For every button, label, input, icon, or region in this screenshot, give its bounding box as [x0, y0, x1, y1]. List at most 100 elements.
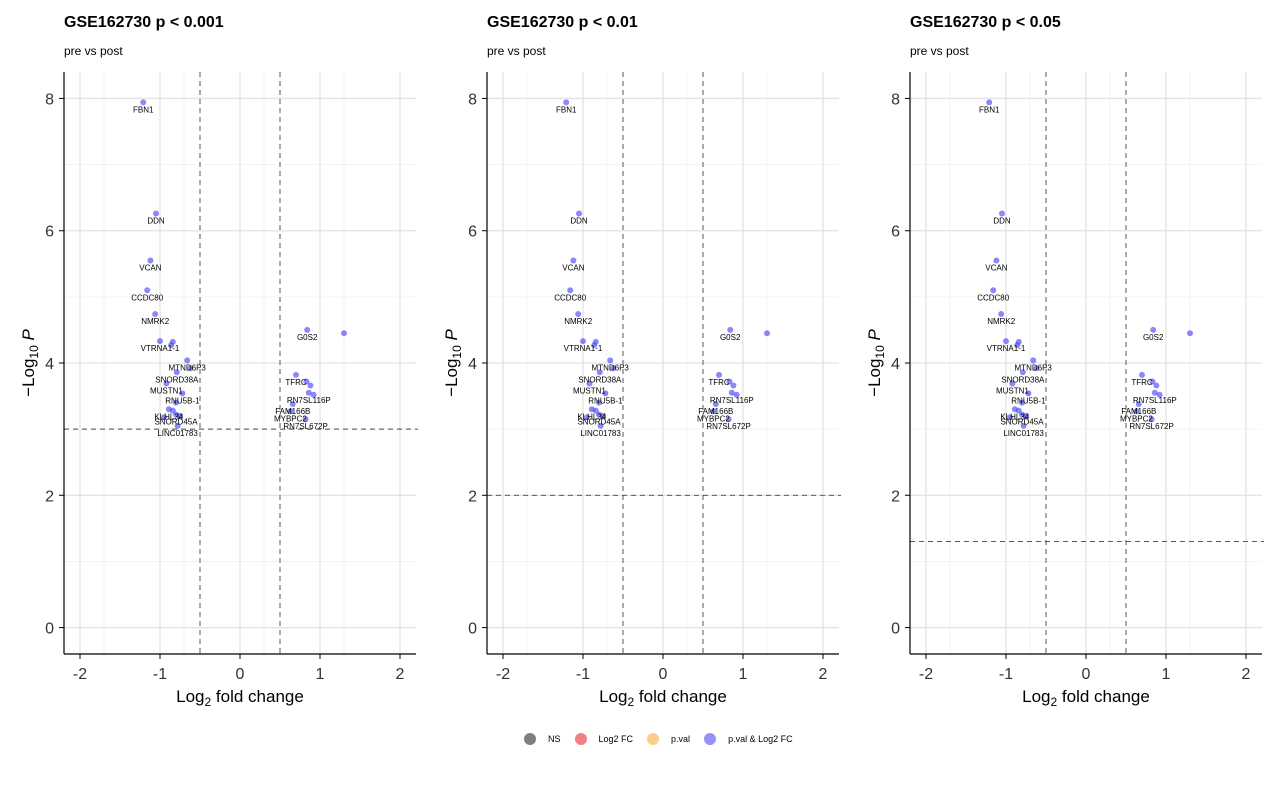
panel-2-data-point [596, 399, 602, 406]
panel-1-gene-label: G0S2 [297, 333, 318, 342]
panel-1-gene-label: CCDC80 [131, 293, 164, 302]
panel-3-gene-label: MTND6P3 [1015, 363, 1053, 372]
panel-3-data-point [999, 210, 1005, 217]
panel-2-data-point [576, 210, 582, 217]
panel-2-gene-label: MUSTN1 [573, 387, 606, 396]
panel-2-gene-label: FAM166B [698, 407, 733, 416]
legend-dot [574, 733, 587, 745]
panel-1-gene-label: VCAN [139, 263, 161, 272]
panel-3-data-point [1153, 382, 1160, 389]
panel-2-gene-label: RN7SL116P [710, 396, 754, 405]
panel-1-gene-label: MTND6P3 [169, 363, 207, 372]
panel-3-x-tick-label: 1 [1162, 666, 1171, 683]
panel-2-gene-label: RN7SL672P [706, 422, 750, 431]
panel-1-data-point [140, 99, 147, 106]
panel-2-title: GSE162730 p < 0.01 [487, 14, 638, 31]
panel-2-data-point [602, 390, 609, 397]
legend-item: p.val & Log2 FC [704, 733, 793, 745]
panel-1-y-tick-label: 2 [45, 488, 54, 505]
panel-1-gene-label: MUSTN1 [150, 387, 183, 396]
panel-2-gene-label: SNORD38A [578, 375, 622, 384]
panel-2-data-point [607, 357, 614, 364]
panel-3-data-point [998, 311, 1005, 318]
panel-1-data-point [152, 311, 159, 318]
panel-1-data-point [161, 414, 167, 421]
panel-2-gene-label: RNU5B-1 [588, 396, 623, 405]
panel-1-data-point [310, 391, 317, 398]
panel-1-data-point [302, 416, 309, 423]
panel-3-x-tick-label: 0 [1082, 666, 1091, 683]
panel-2-y-axis-title: −Log10 P [442, 328, 464, 396]
panel-3-x-axis-title: Log2 fold change [1022, 687, 1150, 709]
panel-1-y-tick-label: 8 [45, 91, 54, 108]
panel-1-data-point [305, 389, 312, 396]
panel-3-subtitle: pre vs post [910, 44, 969, 58]
panel-2-y-tick-label: 6 [468, 224, 477, 241]
panel-1-gene-label: SNORD38A [155, 375, 199, 384]
panel-2-data-point [610, 365, 617, 372]
panel-3-title: GSE162730 p < 0.05 [910, 14, 1061, 31]
panel-1-gene-label: FAM166B [275, 407, 310, 416]
panel-3-data-point [1014, 342, 1021, 349]
panel-2-data-point [710, 408, 717, 415]
panel-3-gene-label: MUSTN1 [996, 387, 1029, 396]
panel-3-gene-label: CCDC80 [977, 293, 1010, 302]
panel-2-data-point [600, 412, 606, 419]
panel-2-x-tick-label: -2 [496, 666, 510, 683]
panel-3-gene-label: RN7SL116P [1133, 396, 1177, 405]
panel-3-gene-label: VCAN [985, 263, 1007, 272]
panel-1-gene-label: TFRC [285, 378, 307, 387]
panel-2-data-point [727, 326, 734, 333]
panel-3-y-tick-label: 6 [891, 224, 900, 241]
panel-1-data-point [289, 401, 296, 408]
panel-2-data-point [712, 401, 719, 408]
panel-3-gene-label: G0S2 [1143, 333, 1164, 342]
panel-3-data-point [1019, 399, 1025, 406]
panel-3-data-point [1023, 412, 1029, 419]
legend-item: p.val [647, 733, 690, 745]
panel-3-x-tick-label: -2 [919, 666, 933, 683]
panel-2-y-tick-label: 8 [468, 91, 477, 108]
panel-2-data-point [764, 330, 770, 337]
panel-1-data-point [173, 369, 180, 376]
panel-1-x-tick-label: -1 [153, 666, 167, 683]
panel-1-x-tick-label: 1 [316, 666, 325, 683]
panel-3-data-point [1025, 390, 1032, 397]
panel-1-data-point [147, 257, 154, 264]
panel-1-data-point [307, 382, 314, 389]
panel-1-data-point [287, 408, 294, 415]
panel-1-gene-label: DDN [147, 217, 165, 226]
panel-1-data-point [153, 210, 159, 217]
panel-1-data-point [173, 399, 179, 406]
panel-2-gene-label: FBN1 [556, 105, 577, 114]
panel-1-gene-label: RNU5B-1 [165, 396, 200, 405]
panel-2-data-point [570, 257, 577, 264]
panel-1-gene-label: MYBPC2 [274, 414, 307, 423]
panel-2-x-tick-label: 2 [819, 666, 828, 683]
panel-2-data-point [580, 338, 586, 345]
panel-3-y-tick-label: 4 [891, 356, 900, 373]
panel-1-gene-label: SNORD45A [154, 418, 198, 427]
panel-2-data-point [597, 422, 604, 429]
legend-label: NS [548, 734, 561, 744]
legend-label: p.val & Log2 FC [728, 734, 793, 744]
panel-1-data-point [293, 371, 299, 378]
panel-2-y-tick-label: 4 [468, 356, 477, 373]
panel-2-gene-label: KLHL34 [577, 412, 606, 421]
panel-1-y-axis-title: −Log10 P [19, 328, 41, 396]
panel-1-gene-label: NMRK2 [141, 317, 170, 326]
panel-1-data-point [168, 342, 175, 349]
panel-1-data-point [157, 338, 163, 345]
panel-3-y-tick-label: 2 [891, 488, 900, 505]
legend-item: Log2 FC [574, 733, 633, 745]
panel-2-gene-label: NMRK2 [564, 317, 593, 326]
panel-1-data-point [179, 390, 186, 397]
panel-1-data-point [341, 330, 347, 337]
panel-2-gene-label: VCAN [562, 263, 584, 272]
legend-dot [704, 733, 717, 745]
panel-1-gene-label: RN7SL672P [283, 422, 327, 431]
panel-3-data-point [1187, 330, 1193, 337]
panel-2-y-tick-label: 2 [468, 488, 477, 505]
panel-3-y-tick-label: 0 [891, 621, 900, 638]
